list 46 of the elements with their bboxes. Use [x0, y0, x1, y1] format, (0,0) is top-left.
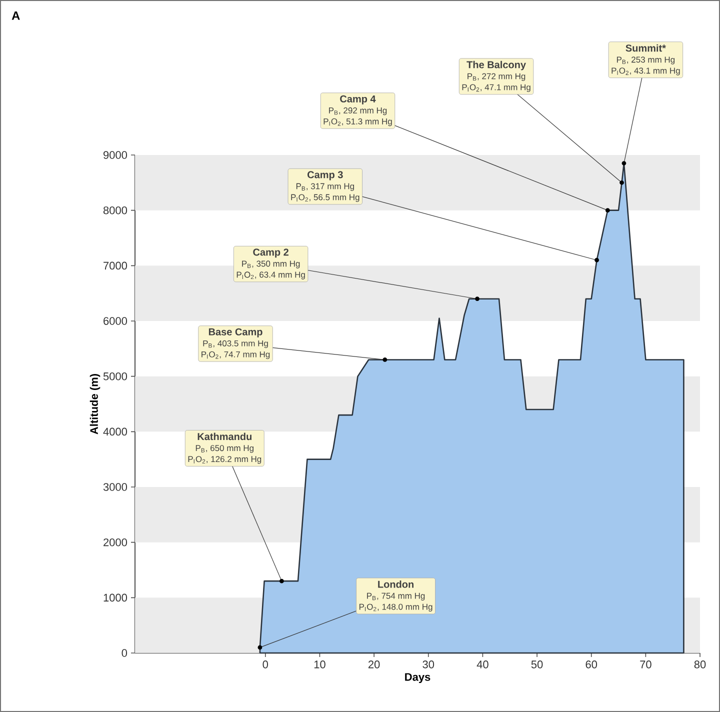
x-tick-label: 60 [586, 660, 598, 668]
y-tick-label: 2000 [104, 538, 128, 546]
annotation: P$_{B}$, 292 mm Hg [329, 107, 387, 116]
annotation: P$_{I}$O$_{2}$, 74.7 mm Hg [202, 351, 270, 360]
y-tick-label: 5000 [103, 372, 128, 380]
annotation: P$_{I}$O$_{2}$, 63.4 mm Hg [236, 272, 305, 280]
annotation: Camp 2 [253, 248, 288, 258]
annotation: P$_{B}$, 272 mm Hg [468, 73, 526, 81]
x-tick-label: 40 [476, 660, 488, 668]
annotation: P$_{I}$O$_{2}$, 148.0 mm Hg [359, 604, 432, 612]
annotation: P$_{I}$O$_{2}$, 51.3 mm Hg [324, 118, 392, 126]
x-tick-label: 70 [640, 660, 652, 668]
annotation: Summit* [626, 44, 666, 52]
x-tick-label: 10 [314, 660, 326, 668]
annotation: Base Camp [208, 328, 262, 338]
annotation: Kathmandu [198, 432, 252, 440]
y-tick-label: 9000 [104, 151, 128, 159]
x-tick-label: 20 [368, 660, 380, 668]
y-tick-label: 3000 [103, 483, 128, 491]
y-axis-title: Altitude (m) [90, 374, 100, 434]
annotation: P$_{B}$, 754 mm Hg [367, 592, 425, 601]
y-tick-label: 4000 [103, 428, 128, 436]
x-tick-label: 0 [262, 660, 268, 668]
y-tick-label: 7000 [104, 262, 128, 270]
x-tick-label: 80 [694, 660, 706, 668]
annotation: P$_{B}$, 253 mm Hg [616, 56, 675, 64]
y-tick-label: 0 [122, 649, 128, 657]
annotation: Camp 3 [307, 171, 343, 180]
annotation: P$_{B}$, 650 mm Hg [196, 445, 254, 453]
annotation: P$_{I}$O$_{2}$, 126.2 mm Hg [188, 456, 262, 464]
y-tick-label: 8000 [103, 206, 128, 214]
annotation: P$_{I}$O$_{2}$, 43.1 mm Hg [612, 68, 680, 76]
annotation: P$_{B}$, 350 mm Hg [242, 260, 300, 268]
annotation: The Balcony [466, 60, 526, 70]
annotation: London [378, 580, 414, 588]
text: A [12, 12, 20, 20]
y-tick-label: 1000 [104, 594, 128, 602]
x-tick-label: 30 [422, 660, 434, 668]
annotation: P$_{B}$, 403.5 mm Hg [203, 340, 268, 348]
y-tick-label: 6000 [104, 317, 128, 325]
annotation: P$_{I}$O$_{2}$, 56.5 mm Hg [291, 194, 360, 202]
annotation: P$_{B}$, 317 mm Hg [296, 183, 354, 191]
x-axis-title: Days [405, 673, 430, 684]
annotation: P$_{I}$O$_{2}$, 47.1 mm Hg [462, 84, 530, 92]
x-tick-label: 50 [531, 660, 543, 668]
annotation: Camp 4 [340, 95, 376, 104]
